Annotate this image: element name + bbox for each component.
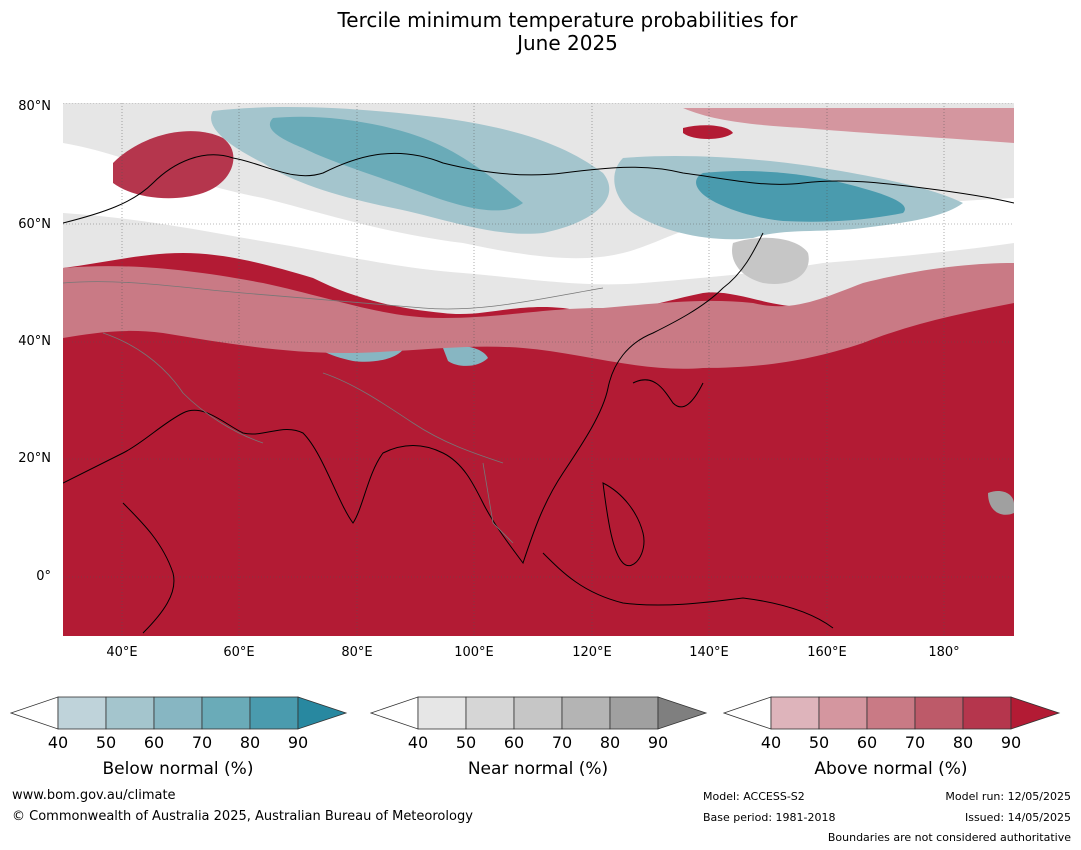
below-tick-60: 60	[143, 733, 165, 752]
colorbar-swatch	[201, 696, 251, 730]
disclaimer-text: Boundaries are not considered authoritat…	[827, 831, 1071, 844]
above-normal-band-mid	[63, 263, 1014, 369]
below-tick-70: 70	[191, 733, 213, 752]
near-tick-50: 50	[455, 733, 477, 752]
copyright-text: © Commonwealth of Australia 2025, Austra…	[12, 809, 473, 824]
colorbar-swatch	[465, 696, 515, 730]
map-title-line2: June 2025	[517, 31, 618, 55]
colorbar-swatch	[417, 696, 467, 730]
colorbar-swatch	[249, 696, 299, 730]
near-normal-label: Near normal (%)	[467, 759, 609, 779]
above-tick-80: 80	[952, 733, 974, 752]
website-link[interactable]: www.bom.gov.au/climate	[12, 788, 176, 803]
map-gridlines	[63, 103, 1014, 636]
colorbar-lower-extend	[370, 696, 419, 730]
colorbar-swatch	[962, 696, 1012, 730]
lat-label-20n: 20°N	[18, 451, 51, 466]
near-tick-90: 90	[647, 733, 669, 752]
probability-map-canvas	[63, 103, 1014, 636]
below-tick-50: 50	[95, 733, 117, 752]
colorbar-swatch	[770, 696, 820, 730]
colorbar-swatch	[105, 696, 155, 730]
colorbar-swatch	[866, 696, 916, 730]
near-tick-80: 80	[599, 733, 621, 752]
model-text: Model: ACCESS-S2	[703, 790, 805, 803]
near-tick-60: 60	[503, 733, 525, 752]
near-tick-40: 40	[407, 733, 429, 752]
lon-label-100e: 100°E	[454, 645, 494, 660]
colorbar-near-normal	[370, 696, 710, 786]
colorbar-swatch	[513, 696, 563, 730]
colorbar-swatch	[153, 696, 203, 730]
lat-label-0: 0°	[36, 569, 51, 584]
colorbar-upper-extend	[1010, 696, 1061, 730]
near-normal-patch-pacific	[988, 491, 1014, 515]
above-tick-90: 90	[1000, 733, 1022, 752]
base-period-text: Base period: 1981-2018	[703, 811, 836, 824]
map-title-line1: Tercile minimum temperature probabilitie…	[337, 8, 798, 32]
issued-text: Issued: 14/05/2025	[964, 811, 1071, 824]
lon-label-180: 180°	[928, 645, 960, 660]
colorbar-swatch	[818, 696, 868, 730]
lon-label-80e: 80°E	[341, 645, 373, 660]
lon-label-60e: 60°E	[223, 645, 255, 660]
below-normal-patch-south	[443, 346, 488, 366]
lon-label-160e: 160°E	[807, 645, 847, 660]
colorbar-above-normal	[723, 696, 1063, 786]
above-normal-patch-arctic	[683, 125, 733, 139]
colorbar-lower-extend	[723, 696, 772, 730]
above-tick-40: 40	[760, 733, 782, 752]
below-tick-90: 90	[287, 733, 309, 752]
lon-label-140e: 140°E	[689, 645, 729, 660]
below-normal-core-east	[696, 171, 905, 222]
above-tick-60: 60	[856, 733, 878, 752]
above-tick-50: 50	[808, 733, 830, 752]
lat-label-40n: 40°N	[18, 334, 51, 349]
below-tick-40: 40	[47, 733, 69, 752]
above-normal-label: Above normal (%)	[814, 759, 968, 779]
colorbar-upper-extend	[657, 696, 708, 730]
near-tick-70: 70	[551, 733, 573, 752]
below-normal-core-north	[269, 116, 523, 211]
lon-label-40e: 40°E	[106, 645, 138, 660]
near-normal-patch-east	[732, 237, 809, 284]
colorbar-swatch	[57, 696, 107, 730]
map-title: Tercile minimum temperature probabilitie…	[0, 9, 1081, 55]
colorbar-below-normal-swatches	[10, 696, 348, 730]
above-normal-region-far-east	[683, 108, 1014, 143]
lat-label-60n: 60°N	[18, 217, 51, 232]
colorbar-below-normal	[10, 696, 350, 786]
country-boundaries	[63, 281, 604, 544]
model-run-text: Model run: 12/05/2025	[945, 790, 1071, 803]
below-tick-80: 80	[239, 733, 261, 752]
probability-map	[63, 103, 1014, 636]
lat-label-80n: 80°N	[18, 99, 51, 114]
colorbar-upper-extend	[297, 696, 348, 730]
colorbar-near-normal-swatches	[370, 696, 708, 730]
colorbar-above-normal-swatches	[723, 696, 1061, 730]
colorbar-swatch	[609, 696, 659, 730]
colorbar-swatch	[561, 696, 611, 730]
above-tick-70: 70	[904, 733, 926, 752]
colorbar-swatch	[914, 696, 964, 730]
lon-label-120e: 120°E	[572, 645, 612, 660]
colorbar-lower-extend	[10, 696, 59, 730]
above-normal-region-scandinavia	[113, 131, 234, 199]
below-normal-label: Below normal (%)	[102, 759, 254, 779]
